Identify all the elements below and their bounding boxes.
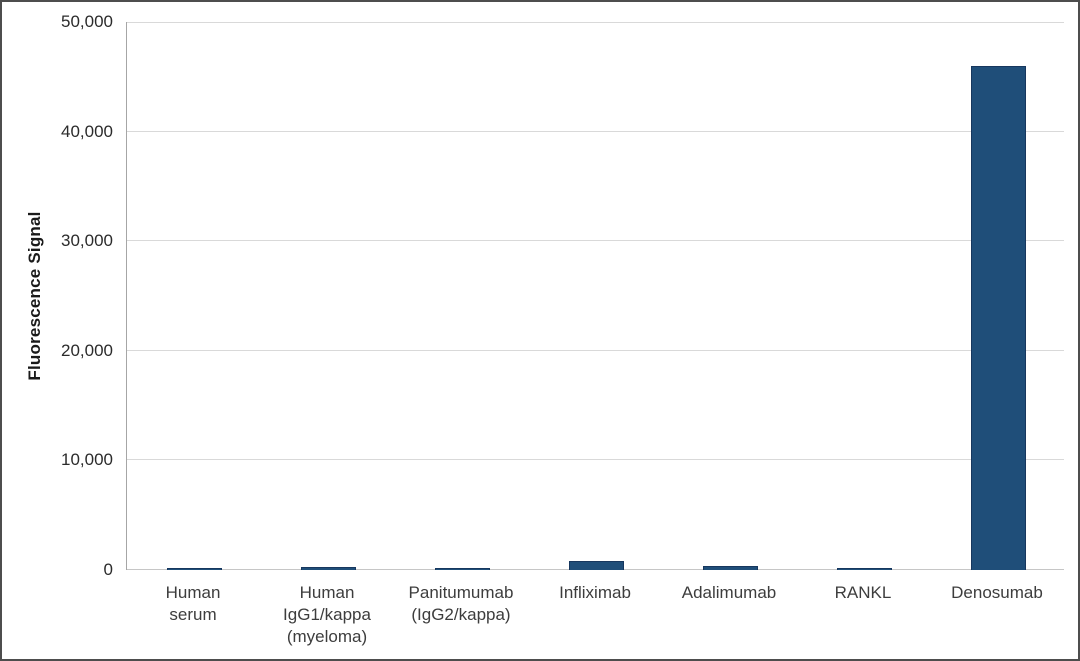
bar-denosumab [971, 66, 1026, 570]
y-tick-label: 30,000 [61, 231, 113, 251]
x-category-label-line: IgG1/kappa [283, 605, 371, 624]
x-category-label: Denosumab [930, 582, 1064, 604]
x-category-label-line: Infliximab [559, 583, 631, 602]
x-category-label: Human IgG1/kappa (myeloma) [260, 582, 394, 648]
x-category-label: Adalimumab [662, 582, 796, 604]
x-category-label-line: Adalimumab [681, 583, 777, 602]
x-category-label-line: serum [169, 605, 217, 624]
x-category-label: Panitumumab (IgG2/kappa) [394, 582, 528, 626]
bar-human-serum [167, 568, 222, 570]
gridline-30000 [127, 240, 1064, 242]
bar-panitumumab-igg2-kappa [435, 568, 490, 570]
y-tick-label: 0 [103, 560, 113, 579]
bar-adalimumab [703, 566, 758, 570]
x-category-label-line: Human [299, 583, 355, 602]
bar-human-igg1-kappa-myeloma [301, 567, 356, 570]
x-category-label: RANKL [796, 582, 930, 604]
y-tick-label: 40,000 [61, 121, 113, 141]
y-tick-label: 50,000 [61, 12, 113, 31]
x-category-label-line: (myeloma) [286, 627, 368, 646]
bar-infliximab [569, 561, 624, 570]
gridline-20000 [127, 349, 1064, 351]
plot-area [126, 22, 1064, 570]
x-category-label-line: (IgG2/kappa) [411, 605, 511, 624]
y-tick-label: 20,000 [61, 340, 113, 360]
gridline-10000 [127, 459, 1064, 461]
x-category-label-line: Denosumab [951, 583, 1043, 602]
x-category-label-line: Human [165, 583, 221, 602]
x-category-label-line: RANKL [834, 583, 892, 602]
gridline-50000 [127, 22, 1064, 23]
gridline-40000 [127, 130, 1064, 132]
x-category-label-line: Panitumumab [408, 583, 514, 602]
x-category-label: Infliximab [528, 582, 662, 604]
bar-rankl [837, 568, 892, 570]
x-category-label: Human serum [126, 582, 260, 626]
y-tick-label: 10,000 [61, 450, 113, 470]
